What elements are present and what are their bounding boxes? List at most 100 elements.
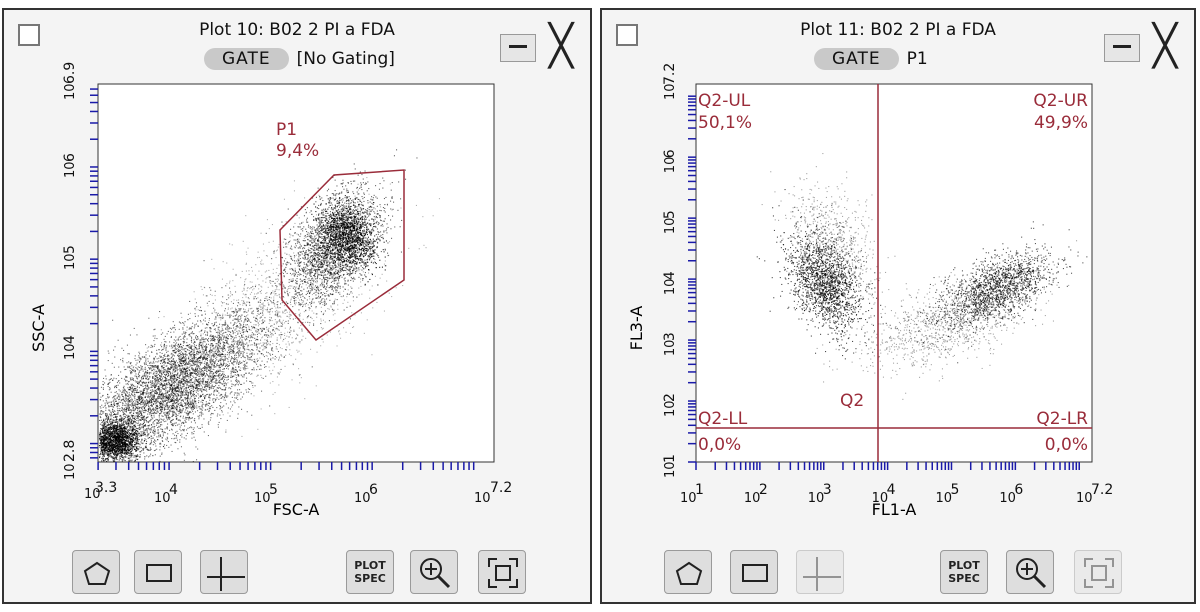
plot-10-gate-value: [No Gating] — [296, 49, 395, 69]
x-tick-base: 10 — [84, 487, 101, 502]
plot-11-gate-value: P1 — [906, 49, 928, 69]
y-tick-label: 6 — [62, 153, 78, 162]
x-tick-base: 10 — [744, 491, 761, 506]
plot-11-window-controls: ╳ — [1104, 24, 1190, 68]
y-tick-label: 4 — [662, 271, 678, 280]
plot-11-chart[interactable]: Q2-UL 50,1% Q2-UR 49,9% Q2-LL 0,0% Q2-LR… — [602, 10, 1198, 540]
plot-spec-line2: SPEC — [948, 572, 980, 585]
polygon-gate-icon[interactable] — [72, 550, 120, 594]
y-tick-base: 10 — [63, 343, 78, 360]
x-tick-base: 10 — [354, 491, 371, 506]
x-tick-base: 10 — [808, 491, 825, 506]
plot-11-events — [756, 153, 1088, 400]
minimize-icon[interactable] — [1104, 34, 1140, 62]
quadrant-name: Q2 — [840, 391, 864, 411]
x-tick-label: 2 — [759, 482, 768, 498]
quadrant-ur-label: Q2-UR — [1033, 91, 1088, 111]
x-tick-label: 6 — [369, 482, 378, 498]
plot-10-events — [99, 149, 440, 463]
y-tick-label: 5 — [62, 245, 78, 254]
quadrant-ll-label: Q2-LL — [698, 409, 748, 429]
plot-spec-line2: SPEC — [354, 572, 386, 585]
plot-spec-button[interactable]: PLOT SPEC — [346, 550, 394, 594]
y-tick-base: 10 — [663, 400, 678, 417]
y-tick-base: 10 — [663, 218, 678, 235]
x-tick-label: 4 — [887, 482, 896, 498]
close-icon[interactable]: ╳ — [1152, 23, 1178, 69]
quadrant-lr-percent: 0,0% — [1045, 435, 1088, 455]
y-tick-label: 2 — [662, 393, 678, 402]
fit-view-icon[interactable] — [478, 550, 526, 594]
quadrant-ll-percent: 0,0% — [698, 435, 741, 455]
plot-11-window: Plot 11: B02 2 PI a FDA GATE P1 ╳ Q2-UL 5… — [600, 8, 1196, 604]
x-tick-base: 10 — [474, 491, 491, 506]
plot-11-title: Plot 11: B02 2 PI a FDA — [800, 20, 996, 40]
x-tick-base: 10 — [254, 491, 271, 506]
plot-11-gate-row: GATE P1 — [814, 48, 928, 70]
plot-11-y-ticks — [688, 95, 696, 463]
x-tick-label: 7.2 — [1091, 482, 1113, 498]
x-tick-label: 6 — [1014, 482, 1023, 498]
y-tick-base: 10 — [63, 83, 78, 100]
quadrant-ul-label: Q2-UL — [698, 91, 751, 111]
plot-spec-line1: PLOT — [354, 559, 386, 572]
plot-spec-button[interactable]: PLOT SPEC — [940, 550, 988, 594]
y-tick-label: 2.8 — [62, 440, 78, 462]
plot-10-window: Plot 10: B02 2 PI a FDA GATE [No Gating] … — [2, 8, 592, 604]
plot-10-y-ticks — [90, 88, 98, 459]
y-tick-label: 6 — [662, 149, 678, 158]
y-tick-base: 10 — [63, 463, 78, 480]
y-tick-label: 5 — [662, 210, 678, 219]
rectangle-gate-icon[interactable] — [134, 550, 182, 594]
x-tick-base: 10 — [999, 491, 1016, 506]
y-tick-label: 1 — [662, 454, 678, 463]
rectangle-gate-icon[interactable] — [730, 550, 778, 594]
plot-10-y-label: SSC-A — [29, 304, 48, 352]
x-tick-label: 3.3 — [95, 480, 117, 496]
polygon-gate-icon[interactable] — [664, 550, 712, 594]
y-tick-base: 10 — [663, 157, 678, 174]
plot-10-window-controls: ╳ — [500, 24, 586, 68]
plot-11-x-label: FL1-A — [872, 500, 917, 519]
plot-spec-line1: PLOT — [948, 559, 980, 572]
plot-11-toolbar: PLOT SPEC — [602, 548, 1194, 600]
y-tick-base: 10 — [663, 279, 678, 296]
y-tick-base: 10 — [663, 340, 678, 357]
quadrant-gate-icon[interactable] — [796, 550, 844, 594]
plot-10-gate-p1[interactable] — [279, 169, 405, 341]
x-tick-base: 10 — [1076, 491, 1093, 506]
plot-10-gate-row: GATE [No Gating] — [204, 48, 395, 70]
close-icon[interactable]: ╳ — [548, 23, 574, 69]
quadrant-ur-percent: 49,9% — [1034, 113, 1088, 133]
plot-11-x-ticks — [695, 462, 1080, 470]
plot-10-chart[interactable]: P1 9,4% FSC-A SSC-A 103.3 104 105 106 10… — [4, 10, 594, 540]
fit-view-icon[interactable] — [1074, 550, 1122, 594]
y-tick-base: 10 — [663, 461, 678, 478]
quadrant-lr-label: Q2-LR — [1036, 409, 1088, 429]
quadrant-gate-icon[interactable] — [200, 550, 248, 594]
plot-10-select-checkbox[interactable] — [18, 24, 40, 46]
x-tick-base: 10 — [154, 491, 171, 506]
y-tick-base: 10 — [663, 83, 678, 100]
plot-11-select-checkbox[interactable] — [616, 24, 638, 46]
zoom-icon[interactable] — [410, 550, 458, 594]
minimize-icon[interactable] — [500, 34, 536, 62]
x-tick-label: 3 — [823, 482, 832, 498]
x-tick-label: 1 — [695, 482, 704, 498]
plot-10-gate-button[interactable]: GATE — [204, 48, 289, 70]
x-tick-label: 5 — [269, 482, 278, 498]
x-tick-base: 10 — [872, 491, 889, 506]
plot-10-area[interactable] — [97, 83, 495, 463]
plot-10-x-ticks — [97, 462, 475, 470]
x-tick-base: 10 — [680, 491, 697, 506]
y-tick-label: 3 — [662, 332, 678, 341]
x-tick-label: 7.2 — [490, 480, 512, 496]
x-tick-base: 10 — [936, 491, 953, 506]
plot-11-area[interactable] — [695, 83, 1093, 463]
x-tick-label: 4 — [169, 482, 178, 498]
zoom-icon[interactable] — [1006, 550, 1054, 594]
plot-11-gate-button[interactable]: GATE — [814, 48, 899, 70]
x-tick-label: 5 — [951, 482, 960, 498]
